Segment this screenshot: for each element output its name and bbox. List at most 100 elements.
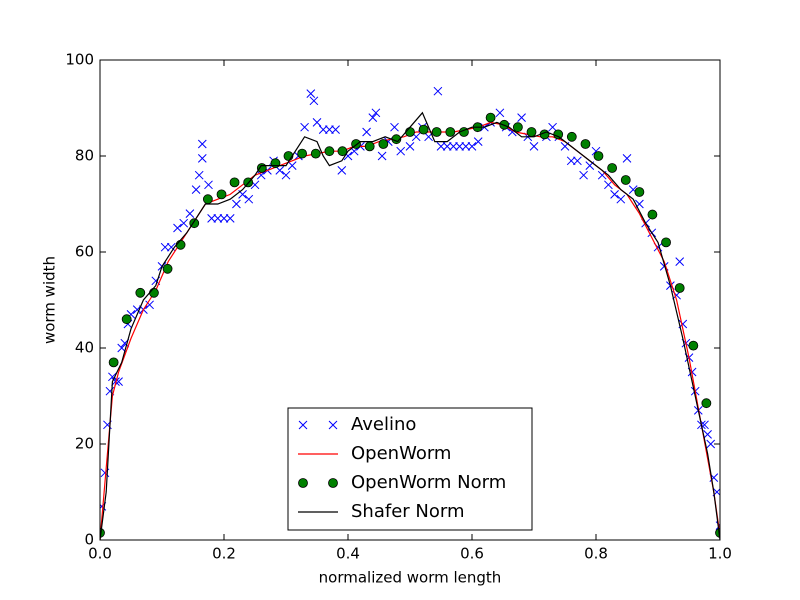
x-marker	[616, 194, 626, 204]
x-marker	[362, 127, 371, 137]
legend-box	[287, 407, 533, 531]
legend-label: OpenWorm Norm	[351, 472, 506, 493]
y-tick-label: 40	[75, 339, 94, 357]
x-marker	[166, 242, 176, 252]
x-marker	[173, 223, 182, 233]
circle-marker	[566, 131, 577, 142]
x-marker	[194, 170, 204, 180]
circle-marker	[310, 148, 321, 159]
circle-marker	[431, 127, 442, 137]
x-tick-label: 0.2	[212, 545, 236, 563]
x-marker	[675, 257, 685, 266]
circle-marker	[607, 163, 618, 173]
x-marker	[300, 122, 309, 132]
x-marker	[573, 156, 582, 166]
x-marker	[436, 142, 446, 151]
x-marker	[433, 86, 443, 96]
circle-marker	[298, 478, 308, 488]
x-marker	[287, 161, 297, 170]
x-marker	[318, 125, 328, 134]
x-marker	[449, 142, 458, 151]
x-marker	[467, 142, 477, 151]
x-marker	[371, 108, 381, 118]
x-marker	[517, 113, 526, 122]
series-line	[100, 111, 720, 540]
x-marker	[232, 199, 241, 209]
circle-marker	[418, 124, 429, 135]
circle-marker	[512, 122, 523, 133]
legend-label: OpenWorm	[351, 443, 451, 464]
circle-marker	[593, 151, 604, 161]
circle-marker	[378, 139, 389, 149]
x-marker	[325, 125, 334, 134]
x-marker	[213, 214, 223, 223]
circle-marker	[688, 340, 699, 351]
x-tick-label: 0.4	[336, 545, 360, 563]
circle-marker	[135, 287, 146, 298]
y-axis-label: worm width	[41, 256, 59, 344]
x-marker	[298, 420, 308, 430]
plot-area	[100, 86, 720, 540]
x-marker	[610, 190, 619, 199]
circle-marker	[647, 209, 658, 220]
circle-marker	[202, 194, 213, 205]
x-marker	[191, 185, 201, 194]
circle-marker	[216, 189, 227, 200]
y-tick-label: 60	[75, 243, 94, 261]
circle-marker	[256, 163, 267, 173]
x-marker	[566, 156, 576, 166]
x-marker	[455, 142, 464, 151]
x-marker	[160, 242, 170, 252]
x-marker	[309, 96, 319, 106]
x-marker	[442, 142, 452, 151]
circle-marker	[175, 239, 186, 250]
x-marker	[461, 142, 471, 151]
x-marker	[185, 209, 195, 218]
circle-marker	[405, 127, 415, 137]
y-tick-label: 80	[75, 147, 94, 165]
x-marker	[337, 166, 347, 175]
circle-marker	[270, 158, 281, 169]
circle-marker	[337, 146, 348, 157]
circle-marker	[620, 175, 631, 185]
x-marker	[207, 214, 216, 223]
x-marker	[495, 108, 505, 118]
x-marker	[579, 170, 588, 180]
x-marker	[328, 420, 338, 430]
x-tick-label: 0.8	[584, 545, 608, 563]
x-marker	[197, 154, 207, 163]
legend: Avelino OpenWorm OpenWorm Norm Shafer Norm	[287, 407, 533, 531]
x-marker	[622, 154, 632, 163]
circle-marker	[526, 127, 537, 137]
circle-marker	[445, 127, 456, 137]
circle-marker	[661, 237, 671, 248]
circle-marker	[701, 398, 712, 409]
x-marker	[244, 194, 254, 204]
x-marker	[396, 146, 406, 156]
circle-marker	[121, 314, 132, 325]
x-tick-label: 1.0	[708, 545, 732, 563]
y-tick-label: 100	[65, 51, 94, 69]
circle-marker	[149, 287, 159, 298]
y-tick-label: 0	[84, 531, 94, 549]
x-marker	[306, 89, 316, 98]
x-tick-label: 0.0	[88, 545, 112, 563]
x-marker	[108, 372, 117, 382]
x-tick-label: 0.6	[460, 545, 484, 563]
circle-marker	[162, 263, 173, 274]
legend-label: Shafer Norm	[351, 501, 465, 522]
x-marker	[179, 218, 189, 228]
x-marker	[473, 137, 483, 146]
x-marker	[548, 122, 557, 132]
x-marker	[219, 214, 229, 223]
circle-marker	[108, 357, 119, 368]
x-marker	[281, 170, 291, 180]
x-marker	[529, 142, 539, 151]
x-marker	[703, 430, 712, 439]
circle-marker	[674, 283, 685, 293]
x-marker	[225, 214, 235, 223]
circle-marker	[324, 146, 335, 157]
x-marker	[368, 113, 378, 122]
plot-frame	[99, 59, 721, 541]
